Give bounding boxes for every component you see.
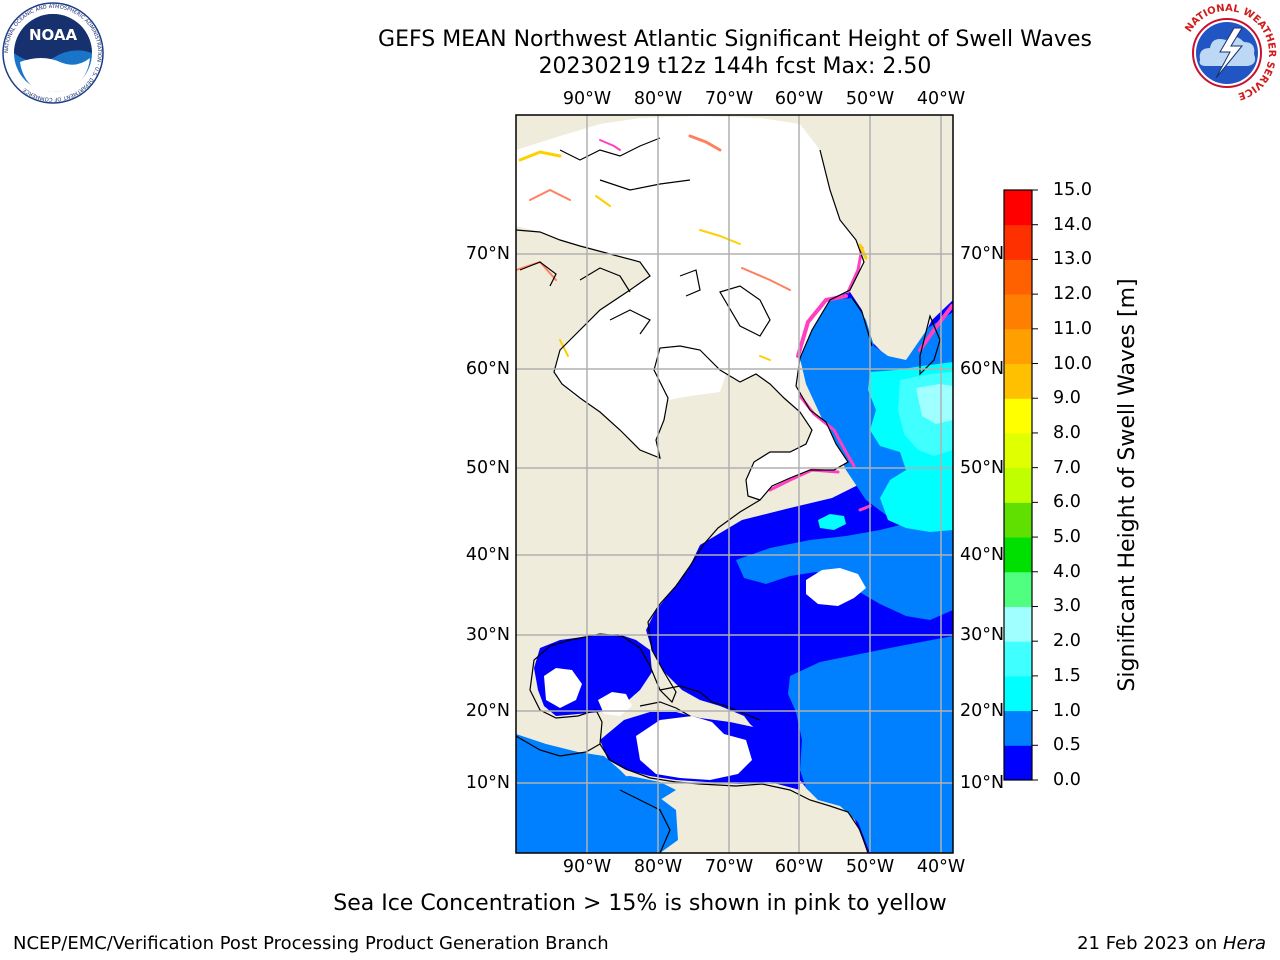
swell-band-0.5-1.0-east-pacific [516, 776, 676, 830]
graticule [516, 115, 953, 853]
lat-label-left: 50°N [465, 458, 510, 478]
map-area [516, 115, 953, 853]
lat-label-left: 30°N [465, 625, 510, 645]
colorbar-segment [1004, 606, 1032, 642]
colorbar-tick-label: 1.5 [1053, 665, 1081, 686]
hudson-bay-ice [556, 330, 726, 450]
lat-label-right: 40°N [960, 545, 1005, 565]
colorbar-tick-label: 7.0 [1053, 457, 1081, 478]
noaa-logo: NOAA NATIONAL OCEANIC AND ATMOSPHERIC AD… [2, 2, 104, 104]
lat-label-right: 10°N [960, 773, 1005, 793]
swell-band-2.0-3.0 [916, 384, 953, 424]
colorbar-segment [1004, 363, 1032, 399]
chart-title: GEFS MEAN Northwest Atlantic Significant… [378, 27, 1092, 52]
lon-label-top: 90°W [562, 89, 612, 109]
chart-subtitle: 20230219 t12z 144h fcst Max: 2.50 [538, 54, 932, 79]
lat-label-right: 60°N [960, 359, 1005, 379]
colorbar-segment [1004, 537, 1032, 573]
no-data-patch [806, 568, 866, 606]
colorbar-tick-label: 8.0 [1053, 422, 1081, 443]
colorbar-segment [1004, 467, 1032, 503]
colorbar-tick-label: 10.0 [1053, 353, 1092, 374]
colorbar-tick-label: 6.0 [1053, 492, 1081, 513]
colorbar-frame [1003, 189, 1033, 781]
colorbar-segment [1004, 571, 1032, 607]
colorbar-tick-label: 4.0 [1053, 561, 1081, 582]
colorbar-tick-label: 15.0 [1053, 180, 1092, 200]
colorbar-tick-label: 3.0 [1053, 596, 1081, 617]
colorbar-tick-label: 13.0 [1053, 249, 1092, 270]
lon-label-top: 70°W [704, 89, 754, 109]
colorbar-label: Significant Height of Swell Waves [m] [1115, 278, 1140, 692]
colorbar [1003, 189, 1038, 781]
footer-credit: NCEP/EMC/Verification Post Processing Pr… [13, 933, 609, 954]
gulf-no-data-2 [598, 692, 632, 716]
lon-label-bottom: 70°W [704, 857, 754, 877]
colorbar-segment [1004, 675, 1032, 712]
lon-label-top: 40°W [916, 89, 966, 109]
lat-label-right: 50°N [960, 458, 1005, 478]
lat-label-right: 30°N [960, 625, 1005, 645]
lon-label-bottom: 90°W [562, 857, 612, 877]
colorbar-tick-label: 11.0 [1053, 318, 1092, 339]
colorbar-segment [1004, 190, 1032, 226]
lat-label-left: 70°N [465, 244, 510, 264]
lon-label-bottom: 80°W [633, 857, 683, 877]
lat-label-left: 10°N [465, 773, 510, 793]
lat-label-right: 20°N [960, 701, 1005, 721]
gulf-no-data [544, 668, 582, 708]
colorbar-segment [1004, 502, 1032, 538]
coastlines [516, 137, 941, 853]
colorbar-segment [1004, 398, 1032, 434]
colorbar-tick-label: 12.0 [1053, 284, 1092, 305]
footer-host: Hera [1222, 933, 1266, 954]
lon-label-bottom: 60°W [774, 857, 824, 877]
lon-label-top: 80°W [633, 89, 683, 109]
lat-label-right: 70°N [960, 244, 1005, 264]
lat-label-left: 60°N [465, 359, 510, 379]
lat-label-left: 40°N [465, 545, 510, 565]
colorbar-tick-label: 0.0 [1053, 770, 1081, 790]
colorbar-segment [1004, 641, 1032, 677]
colorbar-segment [1004, 710, 1032, 746]
colorbar-segment [1004, 432, 1032, 469]
nws-logo: NATIONAL WEATHER SERVICE [1177, 3, 1277, 103]
lon-label-top: 50°W [845, 89, 895, 109]
sea-ice-note: Sea Ice Concentration > 15% is shown in … [333, 891, 947, 916]
colorbar-tick-label: 5.0 [1053, 527, 1081, 548]
colorbar-tick-label: 14.0 [1053, 214, 1092, 235]
colorbar-segment [1004, 294, 1032, 330]
noaa-logo-text: NOAA [29, 26, 78, 44]
colorbar-segment [1004, 328, 1032, 365]
lon-label-bottom: 40°W [916, 857, 966, 877]
colorbar-segment [1004, 224, 1032, 260]
footer-date: 21 Feb 2023 on Hera [1077, 933, 1266, 954]
lon-label-bottom: 50°W [845, 857, 895, 877]
swell-band-1.0-1.5-patch [818, 514, 846, 530]
colorbar-segment [1004, 745, 1032, 781]
lat-label-left: 20°N [465, 701, 510, 721]
colorbar-tick-label: 2.0 [1053, 631, 1081, 652]
lon-label-top: 60°W [774, 89, 824, 109]
colorbar-tick-label: 0.5 [1053, 735, 1081, 756]
caribbean-no-data [636, 716, 752, 780]
map-frame [515, 114, 954, 854]
colorbar-tick-label: 1.0 [1053, 700, 1081, 721]
footer-date-text: 21 Feb 2023 on [1077, 933, 1223, 954]
colorbar-tick-label: 9.0 [1053, 388, 1081, 409]
colorbar-segment [1004, 259, 1032, 295]
